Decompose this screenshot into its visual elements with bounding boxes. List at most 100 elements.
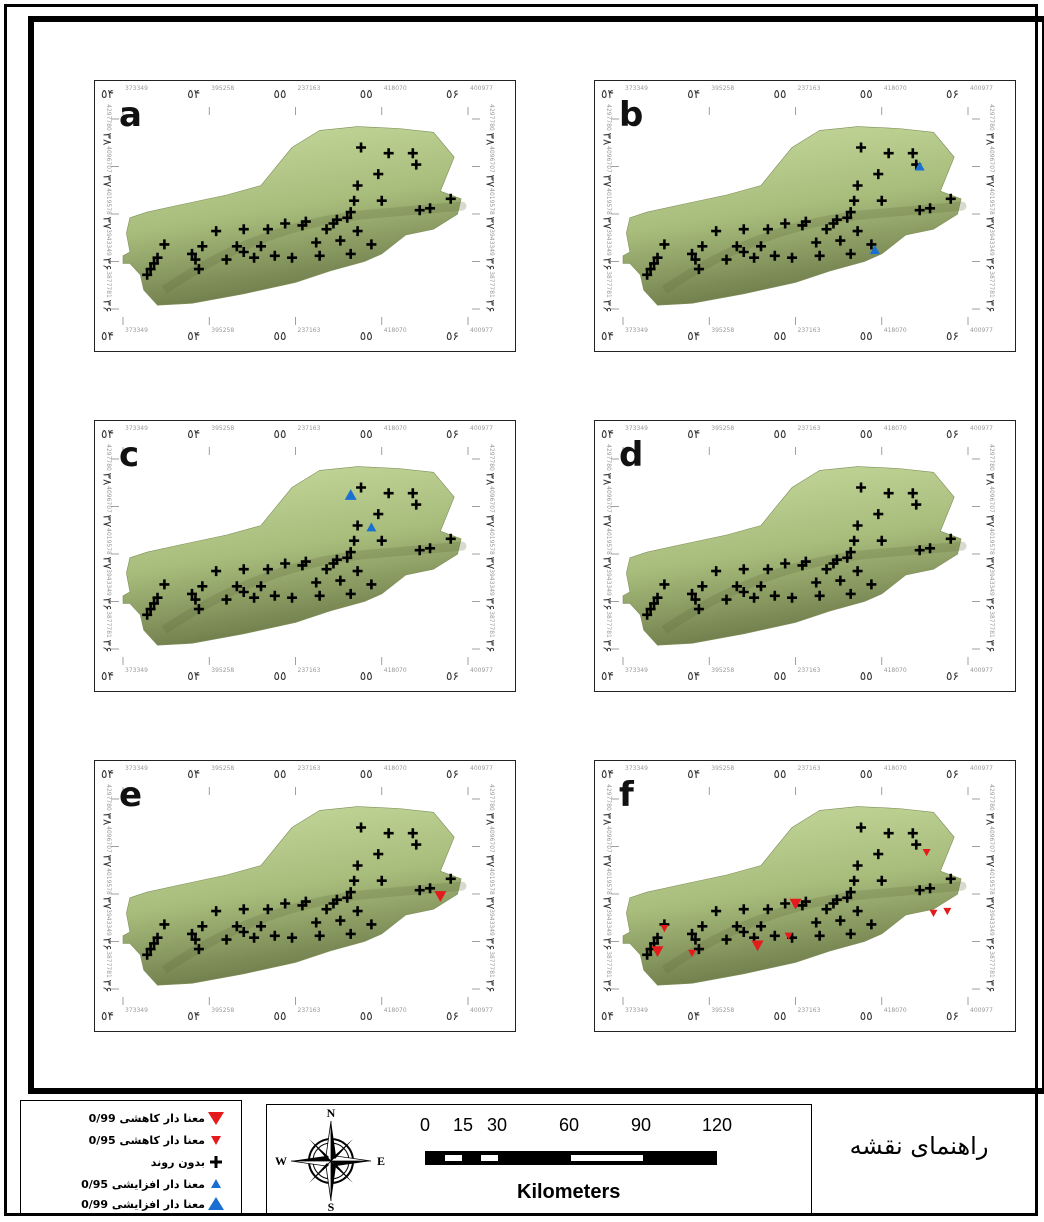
latitude-tick-right-small: 4297780	[487, 784, 495, 811]
longitude-tick-top: ٥۴	[187, 87, 201, 101]
station-no-trend-marker	[238, 224, 249, 235]
latitude-tick-left: ۳۷	[600, 216, 615, 230]
latitude-tick-right-small: 4019578	[487, 867, 495, 895]
station-no-trend-marker	[780, 898, 791, 909]
longitude-tick-small-top: 400977	[470, 425, 493, 432]
station-no-trend-marker	[873, 849, 884, 860]
station-no-trend-marker	[738, 247, 749, 257]
latitude-tick-right-small: 3877781	[987, 611, 995, 639]
station-no-trend-marker	[331, 894, 342, 905]
scale-number: 30	[486, 1115, 508, 1135]
longitude-tick-top: ٥۴	[101, 87, 114, 101]
longitude-tick-small-bottom: 237163	[797, 1007, 821, 1014]
latitude-tick-left: ۳۸	[600, 472, 615, 486]
station-no-trend-marker	[690, 934, 701, 945]
station-no-trend-marker	[649, 258, 660, 269]
station-no-trend-marker	[856, 142, 867, 153]
latitude-tick-left-small: 4297780	[104, 104, 112, 131]
station-no-trend-marker	[280, 558, 291, 569]
station-no-trend-marker	[907, 148, 918, 159]
latitude-tick-left: ۳۶	[100, 299, 115, 313]
latitude-tick-right: ۳۶	[483, 257, 498, 271]
station-no-trend-marker	[335, 235, 346, 246]
longitude-tick-bottom: ٥۴	[187, 329, 201, 343]
station-no-trend-marker	[414, 885, 425, 896]
station-no-trend-marker	[749, 252, 760, 263]
station-no-trend-marker	[407, 148, 418, 159]
longitude-tick-bottom: ٥۴	[187, 669, 201, 683]
station-no-trend-marker	[238, 587, 249, 597]
latitude-tick-right: ۳۸	[483, 132, 498, 146]
station-no-trend-marker	[697, 241, 708, 252]
legend-label: بدون روند	[150, 1155, 205, 1169]
longitude-tick-bottom: ٥٥	[859, 329, 873, 343]
longitude-tick-small-top: 373349	[125, 765, 148, 772]
station-no-trend-marker	[373, 509, 384, 520]
station-no-trend-marker	[914, 205, 925, 216]
legend-item-decrease-95: معنا دار کاهشی 0/95	[33, 1131, 233, 1149]
legend-label: معنا دار کاهشی 0/99	[88, 1111, 205, 1125]
longitude-tick-top: ٥٥	[359, 427, 373, 441]
longitude-tick-small-top: 418070	[883, 85, 907, 92]
station-no-trend-marker	[321, 224, 332, 235]
latitude-tick-right: ۳۶	[483, 979, 498, 993]
station-no-trend-marker	[187, 928, 197, 939]
station-no-trend-marker	[821, 564, 832, 575]
station-no-trend-marker	[756, 921, 766, 932]
latitude-tick-left-small: 4297780	[104, 444, 112, 471]
station-no-trend-marker	[356, 482, 367, 493]
station-no-trend-marker	[349, 195, 360, 206]
station-no-trend-marker	[856, 482, 867, 493]
blue-triangle-small-marker	[869, 245, 880, 255]
latitude-tick-right-small: 3877781	[487, 951, 495, 979]
station-no-trend-marker	[907, 828, 918, 839]
latitude-tick-right: ۳۶	[983, 937, 998, 951]
latitude-tick-left-small: 3877781	[604, 951, 612, 979]
longitude-tick-top: ٥۴	[687, 767, 701, 781]
longitude-tick-top: ٥۴	[601, 767, 614, 781]
station-no-trend-marker	[352, 180, 363, 191]
red-triangle-small-icon	[205, 1131, 227, 1149]
station-no-trend-marker	[221, 594, 232, 605]
station-no-trend-marker	[911, 839, 922, 850]
scale-number: 0	[419, 1115, 431, 1135]
latitude-tick-left-small: 3943349	[604, 229, 612, 257]
province-terrain-shape	[622, 466, 962, 646]
station-no-trend-marker	[800, 896, 811, 907]
latitude-tick-left: ۳۷	[100, 896, 115, 910]
latitude-tick-right-small: 4096707	[987, 485, 995, 513]
longitude-tick-small-bottom: 373349	[625, 1007, 648, 1014]
station-no-trend-marker	[645, 264, 656, 275]
station-no-trend-marker	[687, 928, 697, 939]
station-no-trend-marker	[652, 252, 663, 263]
legend-item-increase-95: معنا دار افزایشی 0/95	[33, 1175, 233, 1193]
longitude-tick-small-top: 400977	[970, 85, 993, 92]
longitude-tick-bottom: ٥٥	[273, 1009, 287, 1023]
longitude-tick-bottom: ٥٥	[359, 1009, 373, 1023]
latitude-tick-right-small: 4297780	[987, 444, 995, 471]
province-terrain-shape	[122, 126, 462, 306]
latitude-tick-left: ۳۸	[100, 132, 115, 146]
longitude-tick-small-top: 395258	[211, 765, 235, 772]
station-no-trend-marker	[731, 581, 742, 592]
longitude-tick-small-top: 400977	[970, 425, 993, 432]
province-terrain-shape	[122, 806, 462, 986]
station-no-trend-marker	[645, 604, 656, 615]
station-no-trend-marker	[221, 934, 232, 945]
red-triangle-big-marker	[434, 891, 447, 902]
station-no-trend-marker	[159, 919, 170, 930]
station-no-trend-marker	[149, 258, 160, 269]
latitude-tick-right: ۳۷	[983, 854, 998, 868]
map-panel-f: f ٥۴ 373349 ٥۴ 373349 ٥۴ 395258 ٥۴ 395258 ٥٥ 23716…	[594, 760, 1016, 1032]
latitude-tick-left-small: 4096707	[104, 145, 112, 173]
latitude-tick-left-small: 3943349	[104, 229, 112, 257]
latitude-tick-right-small: 3943349	[487, 229, 495, 257]
station-no-trend-marker	[356, 142, 367, 153]
longitude-tick-bottom: ٥۶	[446, 669, 459, 683]
scale-number: 120	[701, 1115, 733, 1135]
station-no-trend-marker	[445, 533, 456, 544]
longitude-tick-top: ٥٥	[359, 767, 373, 781]
longitude-tick-bottom: ٥۶	[446, 329, 459, 343]
longitude-tick-small-bottom: 418070	[383, 1007, 407, 1014]
latitude-tick-left: ۳۷	[600, 556, 615, 570]
